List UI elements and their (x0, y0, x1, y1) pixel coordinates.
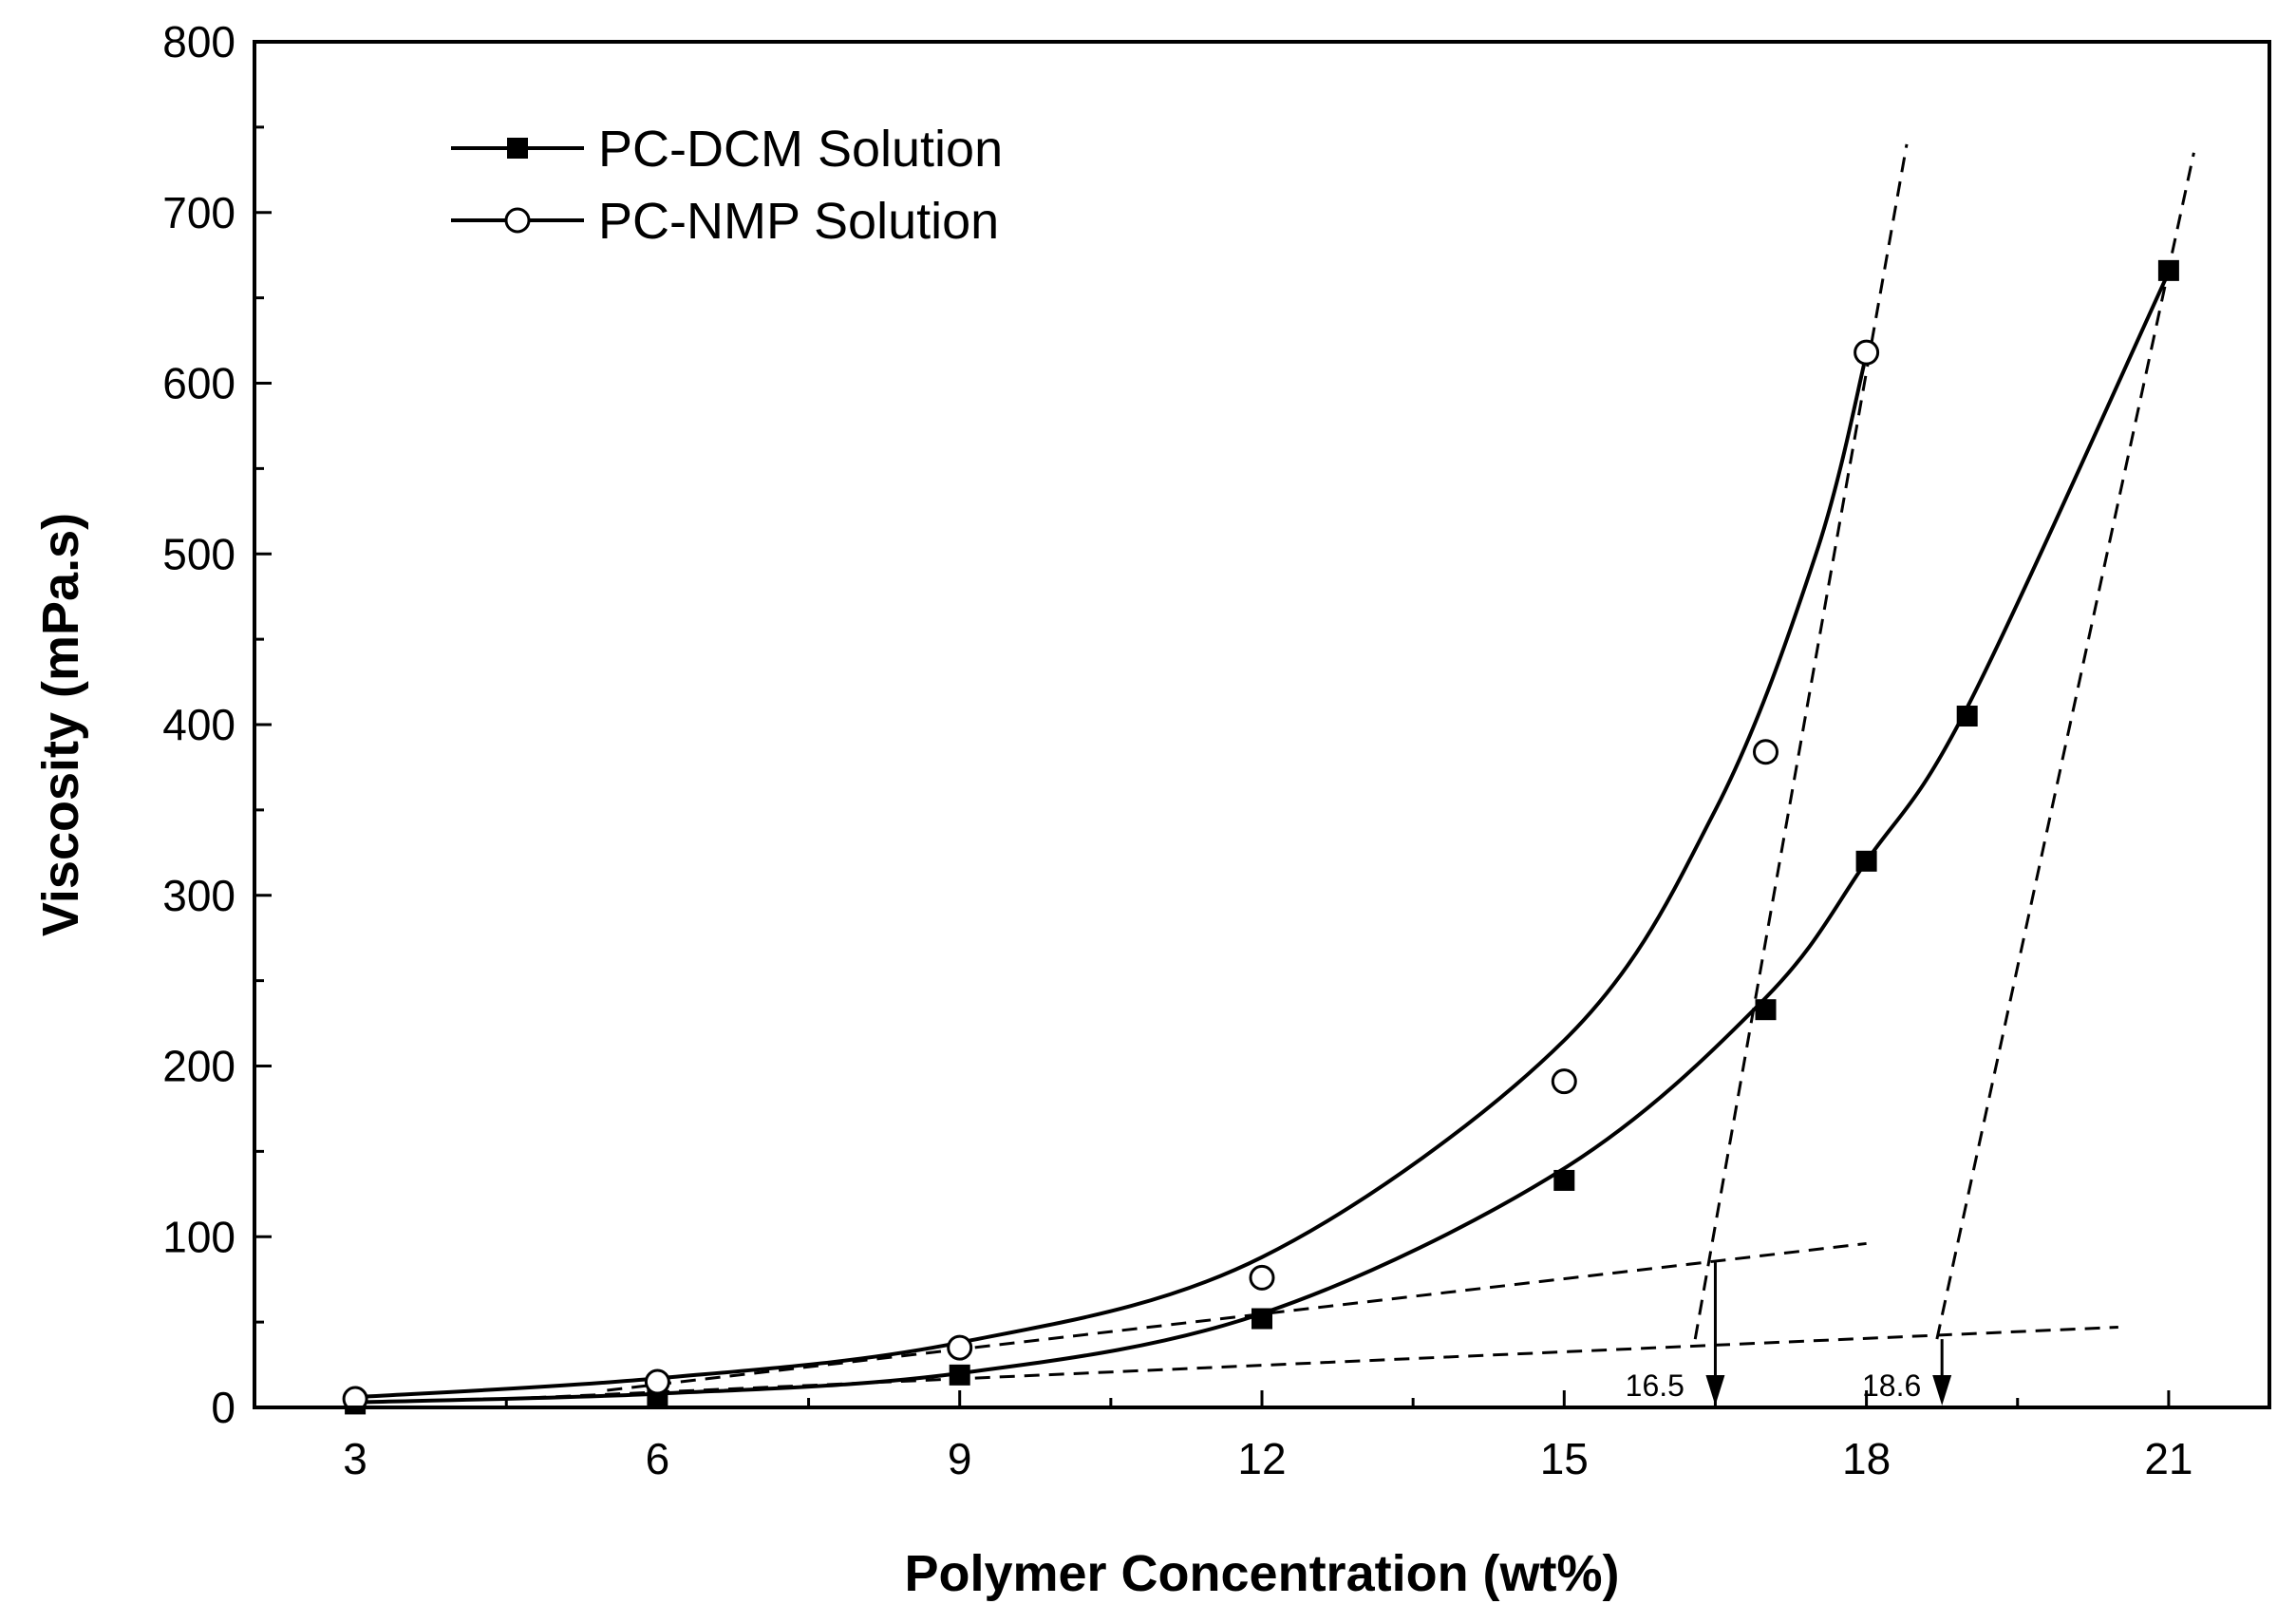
annotation-label: 16.5 (1626, 1368, 1684, 1403)
y-tick-label: 200 (162, 1042, 235, 1091)
annotation-label: 18.6 (1862, 1368, 1921, 1403)
tangent-line (506, 1326, 2118, 1401)
data-point-series-1 (2157, 259, 2179, 281)
tangent-line (607, 1241, 1867, 1392)
data-point-series-1 (1855, 850, 1877, 872)
y-tick-label: 800 (162, 17, 235, 66)
x-tick-label: 6 (646, 1434, 670, 1483)
x-tick-label: 18 (1842, 1434, 1891, 1483)
legend-label: PC-NMP Solution (598, 193, 999, 250)
data-point-series-1 (1553, 1169, 1575, 1191)
data-point-series-1 (1755, 999, 1777, 1021)
fit-curve-series-2 (354, 353, 1869, 1400)
data-point-series-1 (1956, 706, 1978, 727)
y-tick-label: 500 (162, 529, 235, 578)
x-tick-label: 21 (2144, 1434, 2192, 1483)
data-point-series-1 (949, 1364, 970, 1386)
x-tick-label: 15 (1540, 1434, 1589, 1483)
y-tick-label: 700 (162, 188, 235, 237)
y-axis-title: Viscosity (mPa.s) (32, 513, 89, 936)
data-point-series-2 (1753, 739, 1778, 765)
y-tick-label: 0 (211, 1383, 235, 1432)
annotation-arrow-head (1932, 1375, 1952, 1406)
data-point-series-1 (1252, 1308, 1272, 1330)
plot-frame (253, 40, 2271, 1409)
data-point-series-1 (647, 1388, 668, 1410)
data-point-series-2 (342, 1386, 368, 1412)
data-point-series-2 (644, 1368, 670, 1395)
legend-label: PC-DCM Solution (598, 121, 1003, 178)
data-point-series-2 (947, 1334, 973, 1361)
tangent-line (1693, 143, 1909, 1340)
y-tick-label: 400 (162, 700, 235, 749)
tangent-line (1935, 152, 2195, 1340)
y-tick-label: 600 (162, 359, 235, 408)
data-point-series-2 (1551, 1068, 1577, 1095)
legend-marker (504, 207, 531, 234)
x-tick-label: 3 (343, 1434, 367, 1483)
x-tick-label: 9 (948, 1434, 972, 1483)
data-point-series-2 (1854, 339, 1880, 366)
x-tick-label: 12 (1237, 1434, 1286, 1483)
legend-marker (507, 138, 528, 159)
y-tick-label: 300 (162, 871, 235, 920)
y-tick-label: 100 (162, 1212, 235, 1261)
x-axis-title: Polymer Concentration (wt%) (904, 1545, 1619, 1602)
data-point-series-2 (1249, 1264, 1275, 1291)
annotation-arrow-head (1705, 1375, 1725, 1406)
